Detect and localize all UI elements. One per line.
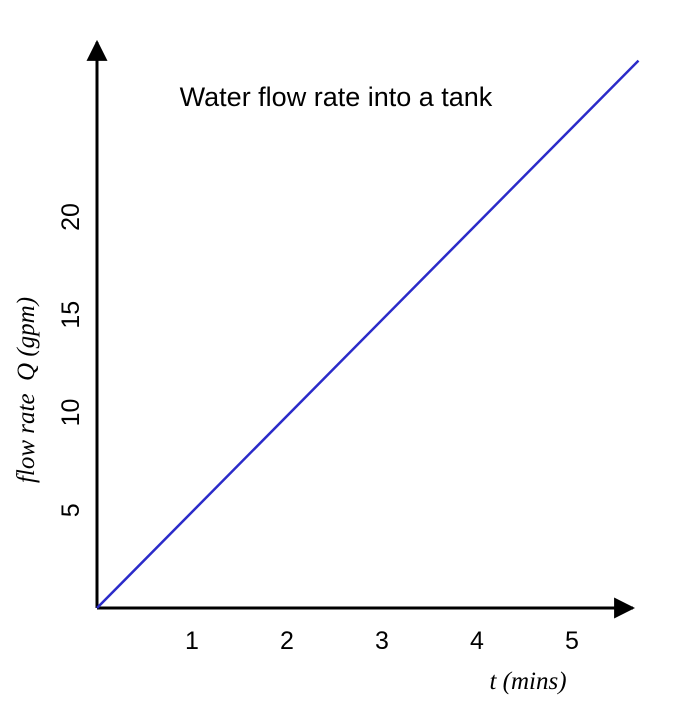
series-layer	[96, 59, 640, 609]
x-axis-label: t (mins)	[489, 668, 566, 695]
x-tick-label-5: 5	[565, 627, 579, 655]
y-tick-label-20: 20	[57, 203, 85, 231]
y-tick-label-5: 5	[57, 503, 85, 517]
chart-title: Water flow rate into a tank	[180, 82, 493, 112]
x-tick-label-4: 4	[470, 627, 484, 655]
y-tick-label-10: 10	[57, 399, 85, 427]
x-ticks: 1 2 3 4 5	[185, 627, 579, 655]
y-axis-label: flow rate Q (gpm)	[13, 297, 40, 483]
x-tick-label-3: 3	[375, 627, 389, 655]
x-tick-label-1: 1	[185, 627, 199, 655]
series-line-1	[96, 59, 640, 609]
x-tick-label-2: 2	[280, 627, 294, 655]
y-ticks: 5 10 15 20	[57, 203, 85, 517]
y-tick-label-15: 15	[57, 301, 85, 329]
